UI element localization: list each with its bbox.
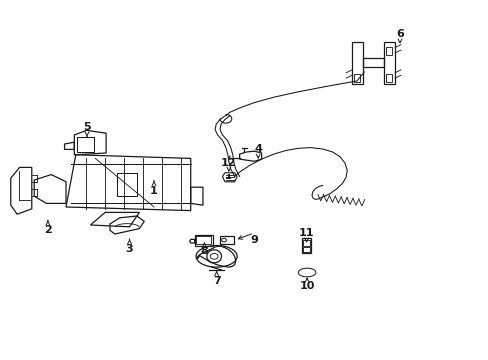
Text: 10: 10 bbox=[299, 281, 314, 291]
Text: 1: 1 bbox=[150, 186, 158, 196]
Text: 7: 7 bbox=[212, 276, 220, 286]
Text: 4: 4 bbox=[254, 144, 262, 154]
Text: 11: 11 bbox=[298, 228, 314, 238]
Text: 2: 2 bbox=[44, 225, 52, 235]
Bar bbox=[385, 74, 391, 82]
Bar bbox=[196, 236, 210, 244]
Text: 9: 9 bbox=[250, 235, 258, 245]
Bar bbox=[220, 236, 233, 244]
Bar bbox=[353, 74, 360, 82]
Text: 3: 3 bbox=[125, 244, 133, 254]
Text: 6: 6 bbox=[395, 29, 403, 39]
Bar bbox=[385, 47, 391, 55]
Text: 5: 5 bbox=[83, 122, 91, 132]
Bar bbox=[303, 240, 309, 246]
Text: 12: 12 bbox=[221, 158, 236, 168]
Bar bbox=[117, 173, 137, 196]
Bar bbox=[77, 137, 94, 152]
Bar bbox=[302, 238, 310, 253]
Text: 8: 8 bbox=[200, 246, 208, 256]
Bar bbox=[194, 235, 213, 246]
Bar bbox=[303, 247, 309, 252]
